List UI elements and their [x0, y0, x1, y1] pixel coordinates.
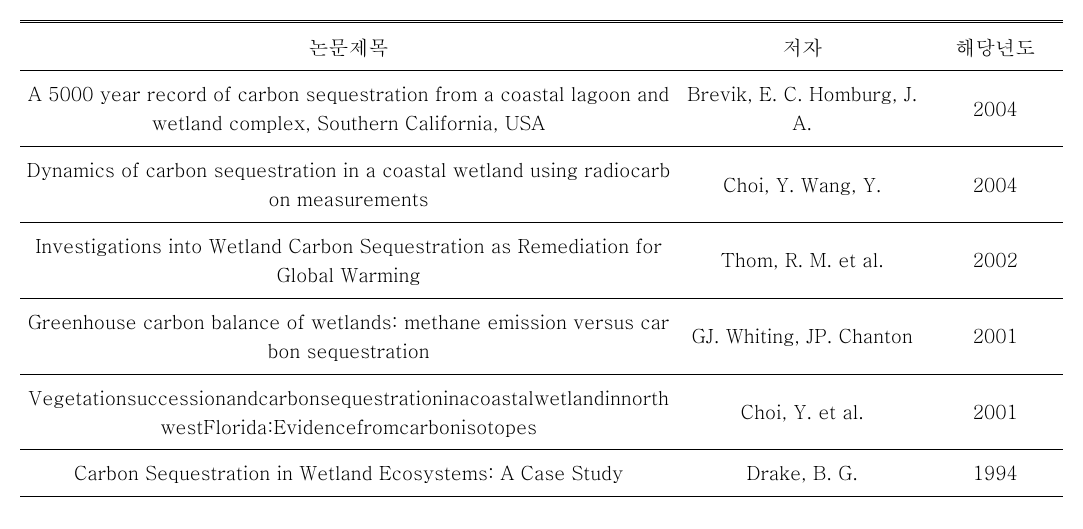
col-header-year: 해당년도: [927, 22, 1063, 71]
table-row: Greenhouse carbon balance of wetlands: m…: [20, 298, 1063, 374]
papers-table: 논문제목 저자 해당년도 A 5000 year record of carbo…: [20, 20, 1063, 497]
table-row: Investigations into Wetland Carbon Seque…: [20, 222, 1063, 298]
cell-title: Vegetationsuccessionandcarbonsequestrati…: [20, 374, 677, 450]
table-row: Carbon Sequestration in Wetland Ecosyste…: [20, 450, 1063, 496]
cell-title: Investigations into Wetland Carbon Seque…: [20, 222, 677, 298]
cell-title: A 5000 year record of carbon sequestrati…: [20, 71, 677, 147]
cell-year: 2004: [927, 71, 1063, 147]
cell-title: Greenhouse carbon balance of wetlands: m…: [20, 298, 677, 374]
cell-year: 2004: [927, 146, 1063, 222]
table-header: 논문제목 저자 해당년도: [20, 22, 1063, 71]
cell-year: 2001: [927, 374, 1063, 450]
cell-title: Dynamics of carbon sequestration in a co…: [20, 146, 677, 222]
cell-author: Choi, Y. Wang, Y.: [677, 146, 927, 222]
table-row: Vegetationsuccessionandcarbonsequestrati…: [20, 374, 1063, 450]
col-header-title: 논문제목: [20, 22, 677, 71]
cell-title: Carbon Sequestration in Wetland Ecosyste…: [20, 450, 677, 496]
table-row: A 5000 year record of carbon sequestrati…: [20, 71, 1063, 147]
cell-year: 1994: [927, 450, 1063, 496]
table-body: A 5000 year record of carbon sequestrati…: [20, 71, 1063, 497]
cell-author: Drake, B. G.: [677, 450, 927, 496]
cell-author: Brevik, E. C. Homburg, J. A.: [677, 71, 927, 147]
cell-year: 2001: [927, 298, 1063, 374]
cell-year: 2002: [927, 222, 1063, 298]
cell-author: GJ. Whiting, JP. Chanton: [677, 298, 927, 374]
col-header-author: 저자: [677, 22, 927, 71]
papers-table-container: 논문제목 저자 해당년도 A 5000 year record of carbo…: [20, 20, 1063, 497]
header-row: 논문제목 저자 해당년도: [20, 22, 1063, 71]
table-row: Dynamics of carbon sequestration in a co…: [20, 146, 1063, 222]
cell-author: Thom, R. M. et al.: [677, 222, 927, 298]
cell-author: Choi, Y. et al.: [677, 374, 927, 450]
